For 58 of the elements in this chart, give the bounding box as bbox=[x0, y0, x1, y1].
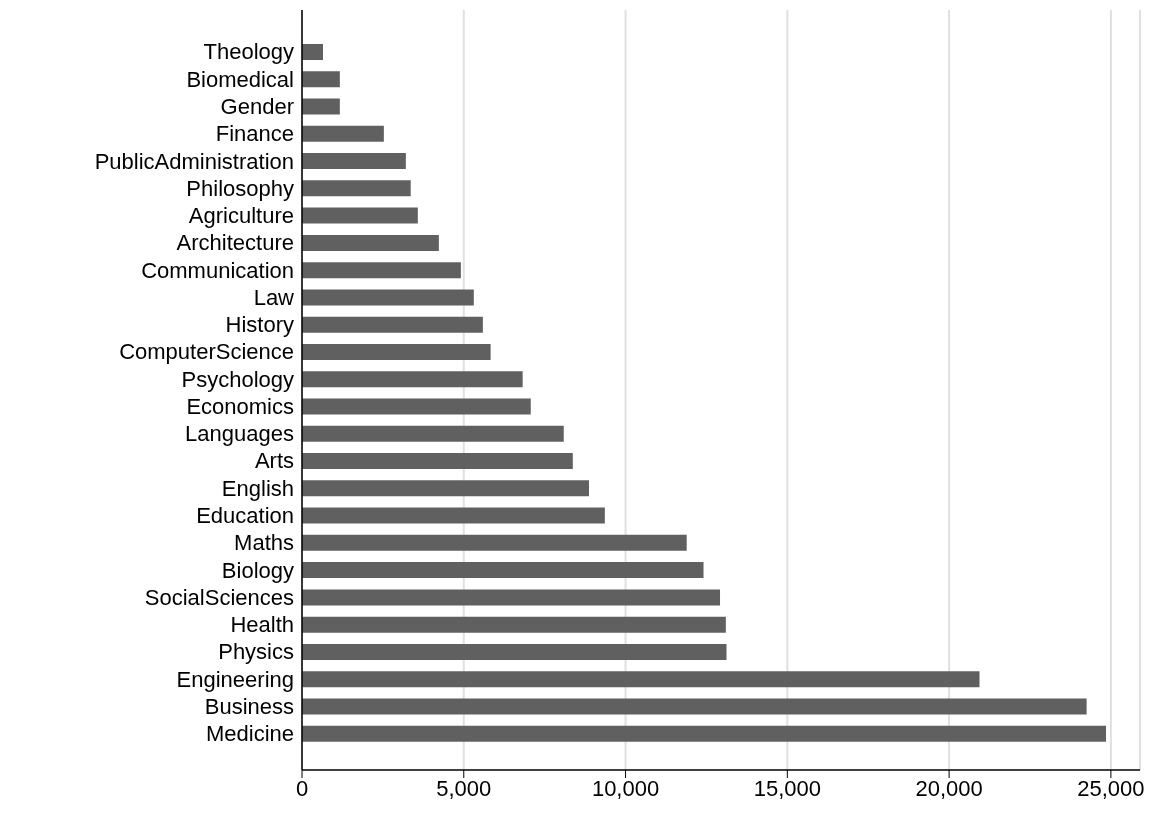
bar bbox=[302, 671, 980, 688]
y-tick-label: SocialSciences bbox=[144, 584, 294, 610]
bar bbox=[302, 643, 727, 660]
bar bbox=[302, 480, 589, 497]
bar bbox=[302, 534, 687, 551]
bar bbox=[302, 725, 1107, 742]
y-tick-label: Arts bbox=[254, 448, 294, 474]
bar bbox=[302, 262, 461, 279]
y-tick-label: Finance bbox=[215, 121, 294, 147]
y-tick-label: ComputerScience bbox=[119, 339, 294, 365]
bar bbox=[302, 234, 439, 251]
y-tick-label: Medicine bbox=[205, 721, 294, 747]
bar bbox=[302, 616, 726, 633]
y-tick-label: Law bbox=[253, 284, 295, 310]
y-tick-label: Physics bbox=[218, 639, 294, 665]
bar bbox=[302, 507, 605, 524]
y-tick-label: Psychology bbox=[181, 366, 294, 392]
bar bbox=[302, 98, 340, 115]
bar bbox=[302, 343, 491, 360]
y-tick-label: Philosophy bbox=[186, 175, 294, 201]
y-tick-label: Agriculture bbox=[188, 203, 294, 229]
x-tick-label: 25,000 bbox=[1077, 775, 1145, 801]
bar bbox=[302, 562, 704, 579]
x-tick-label: 10,000 bbox=[591, 775, 660, 801]
bar bbox=[302, 371, 523, 388]
y-tick-label: Economics bbox=[186, 393, 294, 419]
y-tick-label: Maths bbox=[234, 530, 294, 556]
y-tick-label: Theology bbox=[203, 39, 294, 65]
bar bbox=[302, 71, 340, 88]
y-tick-label: Gender bbox=[220, 93, 294, 119]
bar bbox=[302, 153, 406, 170]
y-tick-label: Architecture bbox=[176, 230, 294, 256]
bar bbox=[302, 180, 411, 197]
y-tick-label: Business bbox=[204, 693, 294, 719]
bar bbox=[302, 425, 564, 442]
bar bbox=[302, 289, 474, 306]
bar bbox=[302, 316, 483, 333]
y-tick-label: Communication bbox=[141, 257, 294, 283]
y-tick-label: Biomedical bbox=[186, 66, 294, 92]
bar bbox=[302, 207, 418, 224]
bar bbox=[302, 589, 721, 606]
y-tick-label: Education bbox=[196, 503, 294, 529]
y-tick-label: History bbox=[225, 312, 294, 338]
y-tick-label: PublicAdministration bbox=[94, 148, 294, 174]
y-tick-label: Biology bbox=[221, 557, 294, 583]
bar bbox=[302, 698, 1087, 715]
x-tick-label: 5,000 bbox=[436, 775, 492, 801]
x-tick-label: 0 bbox=[295, 775, 309, 801]
y-tick-label: Health bbox=[230, 612, 294, 638]
bar bbox=[302, 125, 384, 142]
x-tick-label: 20,000 bbox=[915, 775, 983, 801]
y-tick-label: Languages bbox=[185, 421, 294, 447]
bar bbox=[302, 44, 324, 60]
y-tick-label: Engineering bbox=[176, 666, 294, 692]
bar bbox=[302, 453, 573, 470]
y-tick-label: English bbox=[221, 475, 294, 501]
x-tick-label: 15,000 bbox=[753, 775, 821, 801]
bar bbox=[302, 398, 531, 415]
